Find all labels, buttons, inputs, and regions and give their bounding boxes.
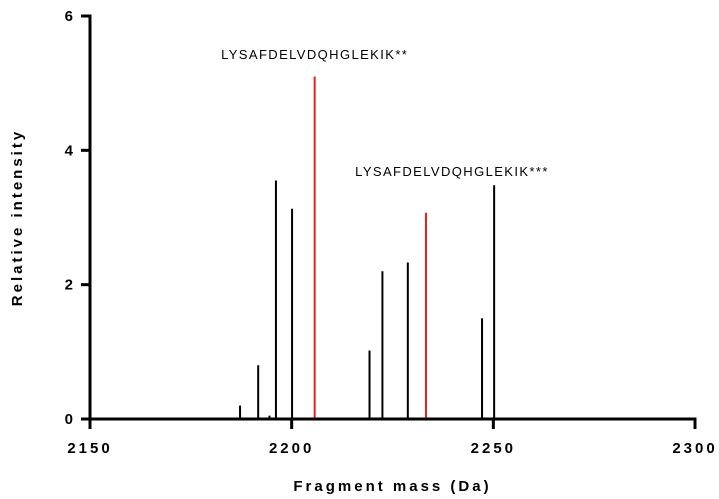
annotation-peak-3: LYSAFDELVDQHGLEKIK*** <box>355 164 549 179</box>
x-tick-label: 2150 <box>67 440 112 457</box>
peak-bars <box>239 76 496 419</box>
axis-ticks: 0 2 4 6 2150 2200 2250 2300 <box>65 8 717 457</box>
y-tick-label: 6 <box>65 8 76 25</box>
x-tick-label: 2300 <box>672 440 717 457</box>
x-tick-label: 2200 <box>269 440 314 457</box>
y-tick-label: 4 <box>65 142 76 159</box>
y-tick-label: 0 <box>65 411 76 428</box>
y-axis-title: Relative intensity <box>9 129 26 306</box>
x-tick-label: 2250 <box>471 440 516 457</box>
y-tick-label: 2 <box>65 277 76 294</box>
annotation-peak-2: LYSAFDELVDQHGLEKIK** <box>221 47 408 62</box>
x-axis-title: Fragment mass (Da) <box>293 478 491 495</box>
